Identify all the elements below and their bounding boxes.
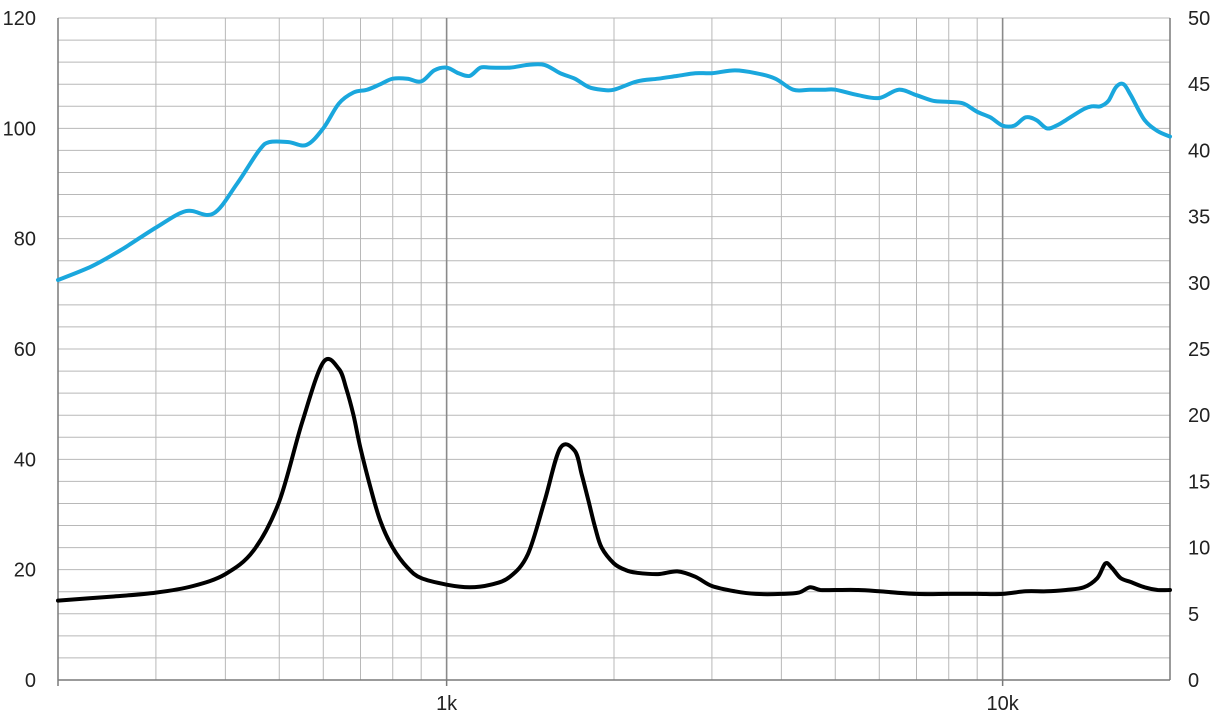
y2-tick-label: 40 bbox=[1188, 140, 1210, 162]
y-tick-label: 100 bbox=[3, 118, 36, 140]
impedance-series-line bbox=[56, 356, 1172, 603]
y-tick-label: 120 bbox=[3, 8, 36, 30]
spl-series-line bbox=[56, 62, 1172, 282]
y-tick-label: 20 bbox=[14, 560, 36, 582]
tick-labels: 0 20 40 60 80 100 120 0 5 10 15 20 25 30 35 40 45 50 1k 10k bbox=[3, 8, 1211, 715]
axes bbox=[57, 18, 1171, 686]
x-tick-label: 10k bbox=[987, 693, 1020, 715]
y2-tick-label: 0 bbox=[1188, 670, 1199, 692]
y2-tick-label: 30 bbox=[1188, 273, 1210, 295]
y2-tick-label: 20 bbox=[1188, 405, 1210, 427]
y-tick-label: 60 bbox=[14, 339, 36, 361]
y-tick-label: 40 bbox=[14, 449, 36, 471]
y2-tick-label: 10 bbox=[1188, 538, 1210, 560]
y2-tick-label: 35 bbox=[1188, 207, 1210, 229]
y2-tick-label: 25 bbox=[1188, 339, 1210, 361]
y-tick-label: 80 bbox=[14, 229, 36, 251]
y2-tick-label: 50 bbox=[1188, 8, 1210, 30]
x-tick-label: 1k bbox=[436, 693, 458, 715]
series-lines bbox=[56, 62, 1172, 603]
y-tick-label: 0 bbox=[25, 670, 36, 692]
y2-tick-label: 15 bbox=[1188, 471, 1210, 493]
y2-tick-label: 45 bbox=[1188, 74, 1210, 96]
grid bbox=[57, 17, 1171, 681]
y2-tick-label: 5 bbox=[1188, 604, 1199, 626]
